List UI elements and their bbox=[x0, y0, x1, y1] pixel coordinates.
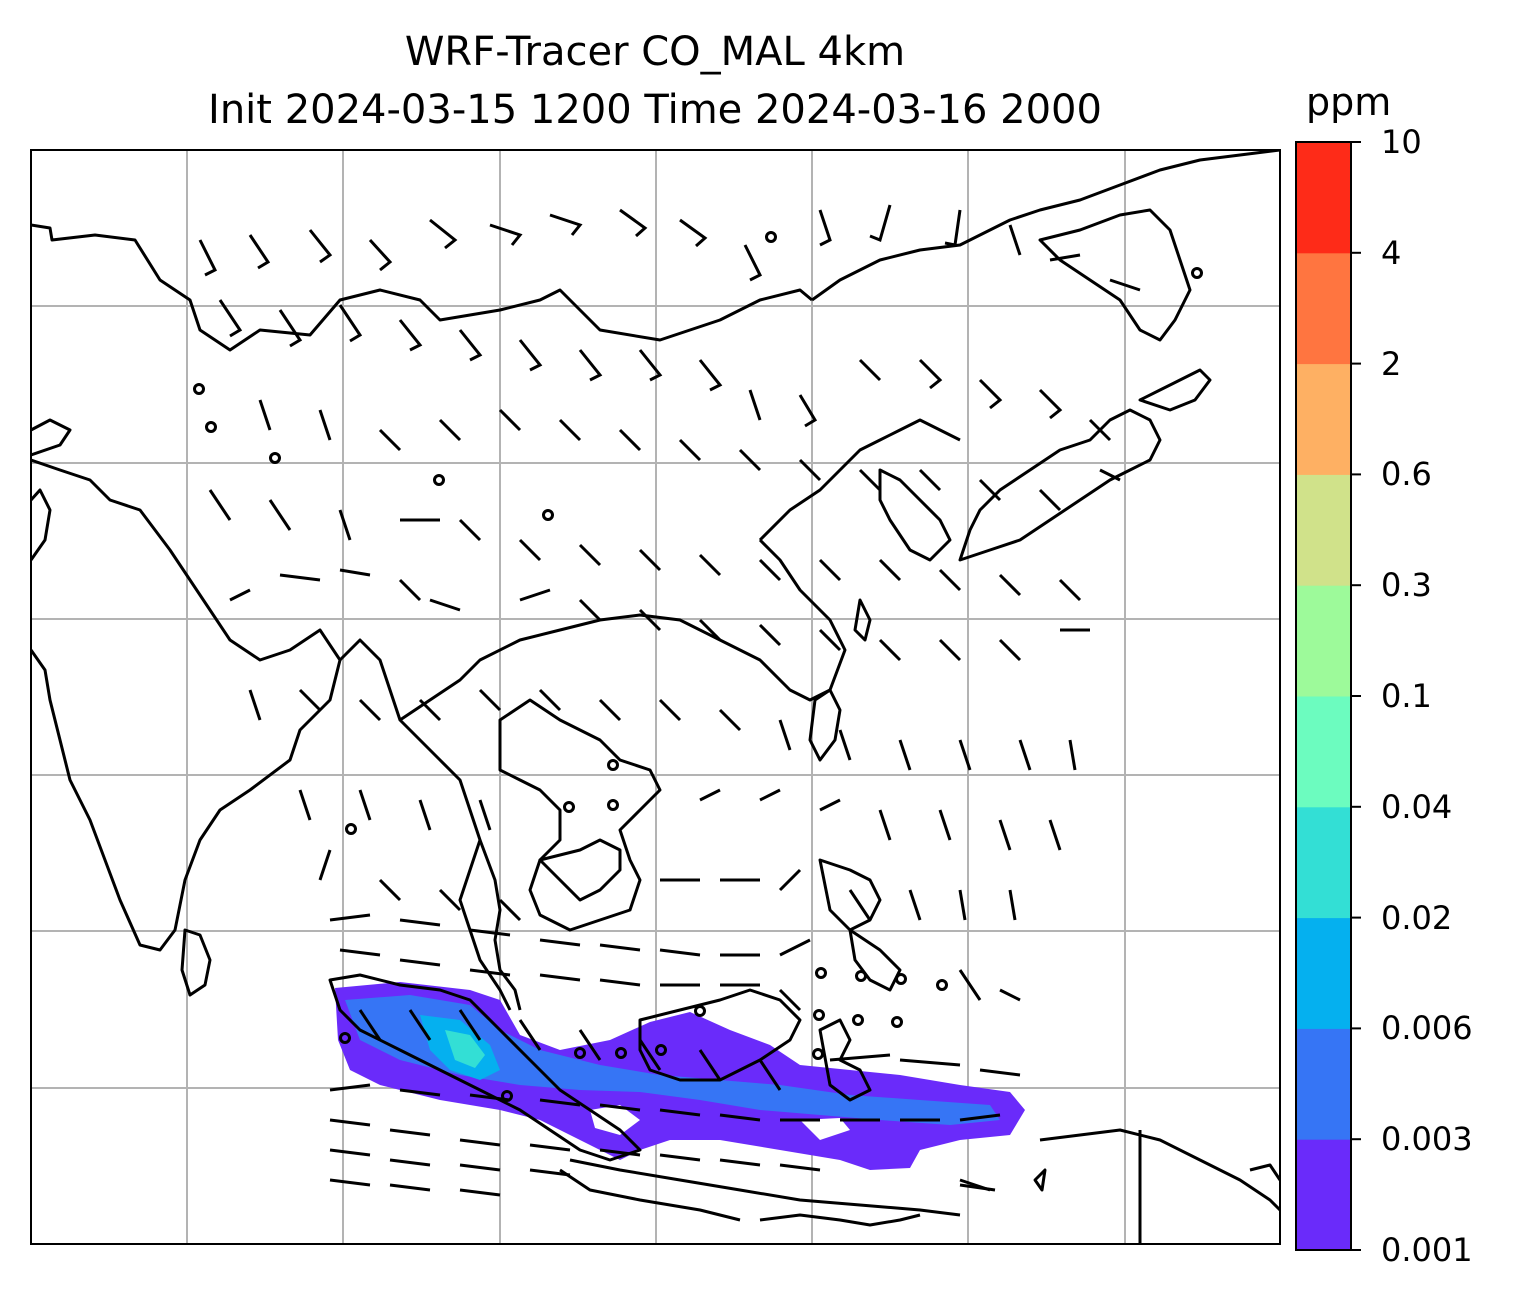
colorbar-tick-label: 10 bbox=[1381, 123, 1422, 161]
colorbar-unit-label: ppm bbox=[1306, 80, 1392, 124]
wind-barbs bbox=[198, 204, 1141, 1197]
colorbar-segment bbox=[1296, 696, 1351, 808]
colorbar-tick-label: 2 bbox=[1381, 344, 1402, 383]
colorbar-segment bbox=[1296, 142, 1351, 254]
calm-wind-markers bbox=[193, 231, 1203, 1102]
colorbar-tick-label: 0.003 bbox=[1381, 1120, 1473, 1159]
colorbar-segment bbox=[1296, 806, 1351, 919]
colorbar-segment bbox=[1296, 917, 1351, 1029]
map-title-line2: Init 2024-03-15 1200 Time 2024-03-16 200… bbox=[208, 87, 1102, 133]
colorbar-segment bbox=[1296, 1028, 1351, 1140]
colorbar bbox=[1296, 141, 1361, 1251]
colorbar-tick-label: 0.1 bbox=[1381, 677, 1432, 715]
colorbar-tick-label: 0.006 bbox=[1381, 1009, 1473, 1048]
colorbar-tick-label: 0.6 bbox=[1381, 455, 1432, 494]
colorbar-tick-label: 0.02 bbox=[1381, 898, 1453, 937]
colorbar-segment bbox=[1296, 474, 1351, 586]
map-title-line1: WRF-Tracer CO_MAL 4km bbox=[404, 29, 906, 75]
colorbar-segment bbox=[1296, 252, 1351, 365]
colorbar-segment bbox=[1296, 363, 1351, 475]
colorbar-segment bbox=[1296, 585, 1351, 697]
colorbar-tick-label: 0.04 bbox=[1381, 787, 1453, 826]
map-gridlines bbox=[31, 150, 1280, 1244]
colorbar-frame bbox=[1295, 141, 1352, 1251]
map-frame bbox=[30, 149, 1281, 1245]
colorbar-segment bbox=[1296, 1139, 1351, 1251]
colorbar-tick-label: 0.3 bbox=[1381, 566, 1432, 605]
colorbar-tick-label: 4 bbox=[1381, 233, 1402, 272]
colorbar-tick-label: 0.001 bbox=[1381, 1231, 1473, 1269]
tracer-plume bbox=[335, 982, 1025, 1170]
